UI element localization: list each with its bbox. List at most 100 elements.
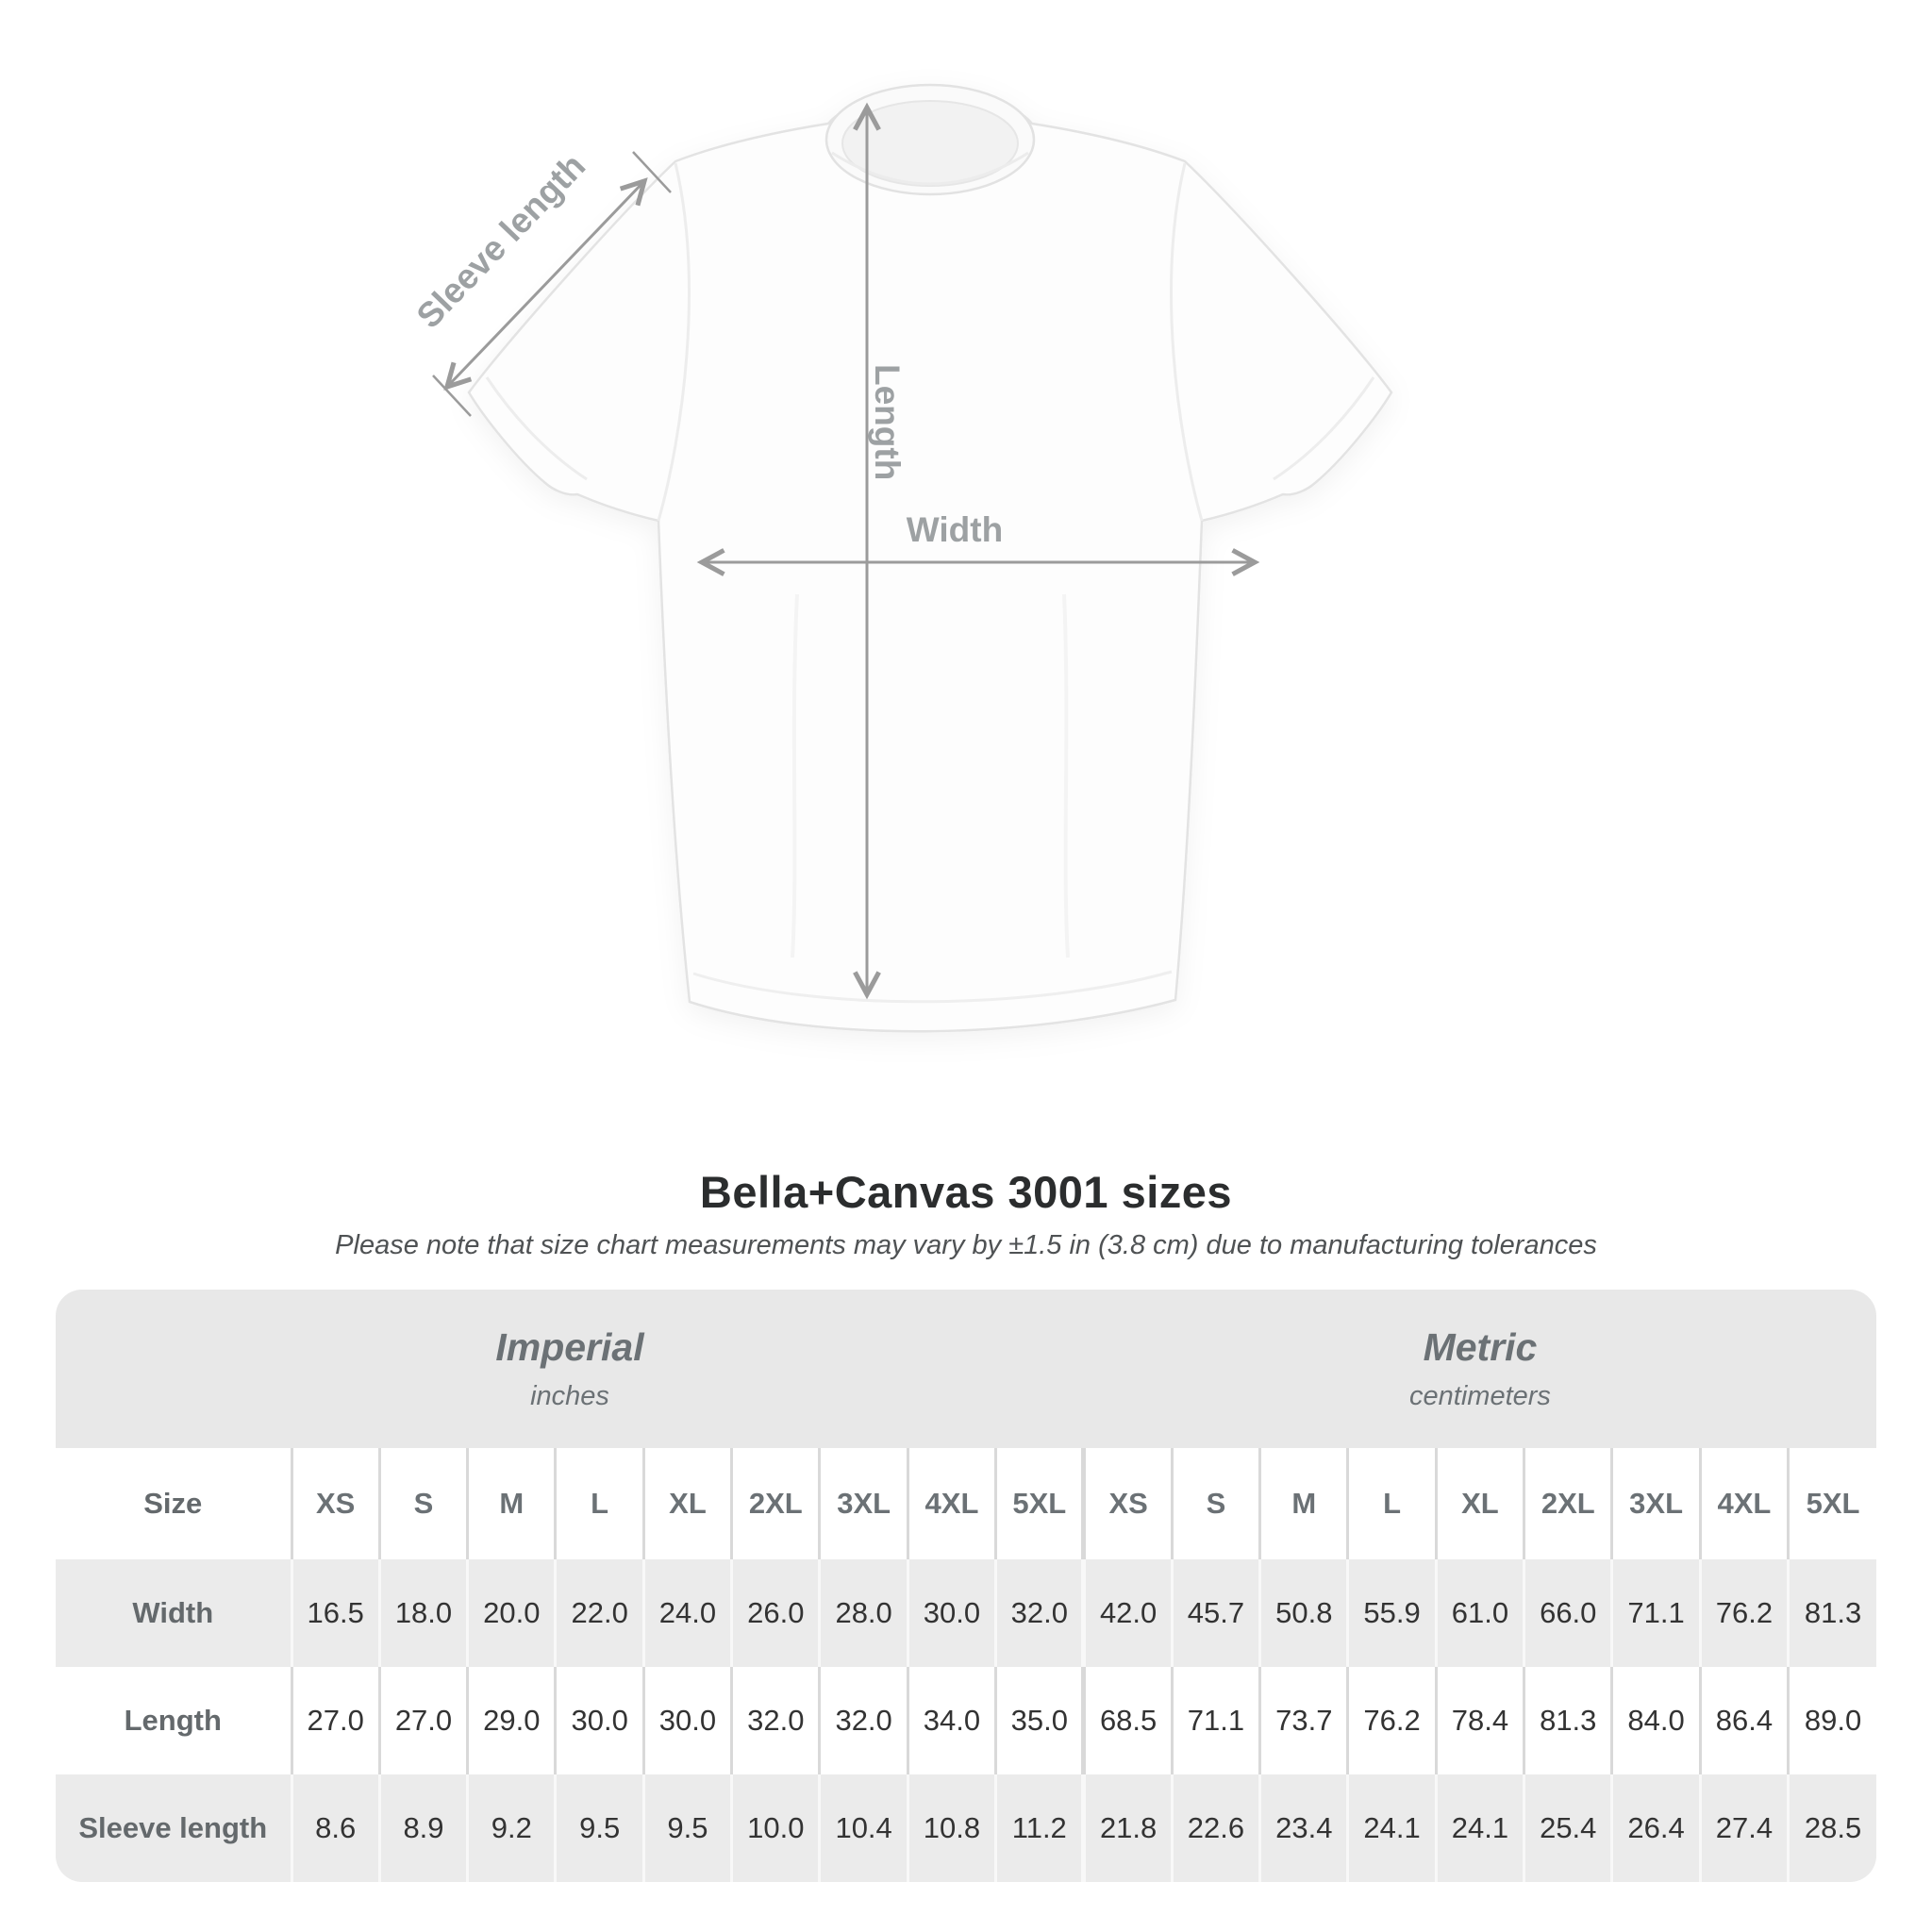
page-title: Bella+Canvas 3001 sizes xyxy=(699,1167,1233,1217)
table-cell: 24.1 xyxy=(1434,1774,1524,1882)
size-header-cell: L xyxy=(554,1447,644,1559)
size-header-cell: 4XL xyxy=(1698,1447,1789,1559)
fabric-fold-right xyxy=(1062,593,1070,958)
unit-band-row: Imperial inches Metric centimeters xyxy=(56,1289,1876,1448)
row-label: Width xyxy=(56,1558,291,1667)
table-row-width: Width 16.5 18.0 20.0 22.0 24.0 26.0 28.0… xyxy=(56,1558,1876,1667)
table-cell: 71.1 xyxy=(1170,1666,1260,1774)
row-label: Sleeve length xyxy=(56,1774,291,1882)
size-table: Imperial inches Metric centimeters Size … xyxy=(56,1289,1876,1882)
table-cell: 76.2 xyxy=(1346,1666,1437,1774)
size-header-cell: S xyxy=(377,1447,468,1559)
table-cell: 61.0 xyxy=(1434,1558,1524,1667)
size-header-cell: 4XL xyxy=(906,1447,996,1559)
t-shirt-illustration xyxy=(467,83,1393,1033)
table-cell: 18.0 xyxy=(377,1558,468,1667)
sleeve-arrow-tick-bottom xyxy=(432,375,472,417)
left-armhole-seam xyxy=(657,162,691,522)
table-cell: 27.0 xyxy=(290,1666,380,1774)
table-cell: 34.0 xyxy=(906,1666,996,1774)
row-label: Length xyxy=(56,1666,291,1774)
sleeve-arrow-tick-top xyxy=(632,151,672,193)
table-cell: 29.0 xyxy=(466,1666,556,1774)
table-cell: 78.4 xyxy=(1434,1666,1524,1774)
table-cell: 27.4 xyxy=(1698,1774,1789,1882)
table-cell: 8.6 xyxy=(290,1774,380,1882)
table-cell: 20.0 xyxy=(466,1558,556,1667)
table-cell: 30.0 xyxy=(554,1666,644,1774)
table-cell: 50.8 xyxy=(1258,1558,1348,1667)
table-cell: 71.1 xyxy=(1610,1558,1701,1667)
table-cell: 32.0 xyxy=(818,1666,908,1774)
size-header-cell: XL xyxy=(641,1447,732,1559)
table-cell: 11.2 xyxy=(994,1774,1084,1882)
table-cell: 8.9 xyxy=(377,1774,468,1882)
table-cell: 10.4 xyxy=(818,1774,908,1882)
size-col-header: Size xyxy=(56,1447,291,1559)
length-label: Length xyxy=(868,364,907,480)
size-header-cell: 5XL xyxy=(994,1447,1084,1559)
table-cell: 21.8 xyxy=(1081,1774,1173,1882)
table-cell: 84.0 xyxy=(1610,1666,1701,1774)
table-cell: 9.5 xyxy=(641,1774,732,1882)
size-header-cell: 3XL xyxy=(1610,1447,1701,1559)
table-cell: 42.0 xyxy=(1081,1558,1173,1667)
size-header-cell: 2XL xyxy=(1523,1447,1612,1559)
table-cell: 16.5 xyxy=(290,1558,380,1667)
tshirt-measurement-diagram: Sleeve length Length Width xyxy=(409,83,1393,1033)
right-cuff-seam xyxy=(1273,376,1375,481)
table-cell: 81.3 xyxy=(1523,1666,1612,1774)
imperial-unit: inches xyxy=(530,1380,609,1411)
table-cell: 68.5 xyxy=(1081,1666,1173,1774)
size-header-cell: XS xyxy=(290,1447,380,1559)
table-cell: 10.0 xyxy=(730,1774,820,1882)
size-header-cell: XL xyxy=(1434,1447,1524,1559)
table-cell: 32.0 xyxy=(730,1666,820,1774)
table-cell: 10.8 xyxy=(906,1774,996,1882)
right-armhole-seam xyxy=(1170,162,1204,522)
table-cell: 26.0 xyxy=(730,1558,820,1667)
table-cell: 89.0 xyxy=(1787,1666,1876,1774)
table-cell: 66.0 xyxy=(1523,1558,1612,1667)
metric-band: Metric centimeters xyxy=(1083,1289,1876,1448)
fabric-fold-left xyxy=(791,593,799,958)
imperial-band: Imperial inches xyxy=(56,1289,1084,1448)
size-header-cell: M xyxy=(466,1447,556,1559)
table-cell: 32.0 xyxy=(994,1558,1084,1667)
width-label: Width xyxy=(907,510,1003,549)
table-cell: 55.9 xyxy=(1346,1558,1437,1667)
table-cell: 24.0 xyxy=(641,1558,732,1667)
hem-seam xyxy=(692,970,1173,1004)
table-cell: 30.0 xyxy=(641,1666,732,1774)
table-cell: 76.2 xyxy=(1698,1558,1789,1667)
size-header-row: Size XS S M L XL 2XL 3XL 4XL 5XL XS S M … xyxy=(56,1447,1876,1559)
size-header-cell: 2XL xyxy=(730,1447,820,1559)
size-header-cell: M xyxy=(1258,1447,1348,1559)
table-cell: 9.5 xyxy=(554,1774,644,1882)
table-cell: 22.0 xyxy=(554,1558,644,1667)
table-cell: 35.0 xyxy=(994,1666,1084,1774)
imperial-label: Imperial xyxy=(495,1324,644,1369)
table-cell: 28.5 xyxy=(1787,1774,1876,1882)
table-cell: 26.4 xyxy=(1610,1774,1701,1882)
heading-block: Bella+Canvas 3001 sizes Please note that… xyxy=(0,1168,1932,1261)
table-cell: 81.3 xyxy=(1787,1558,1876,1667)
table-row-length: Length 27.0 27.0 29.0 30.0 30.0 32.0 32.… xyxy=(56,1666,1876,1774)
table-cell: 27.0 xyxy=(377,1666,468,1774)
size-header-cell: 5XL xyxy=(1787,1447,1876,1559)
size-header-cell: S xyxy=(1170,1447,1260,1559)
table-cell: 25.4 xyxy=(1523,1774,1612,1882)
table-cell: 9.2 xyxy=(466,1774,556,1882)
table-cell: 22.6 xyxy=(1170,1774,1260,1882)
table-cell: 28.0 xyxy=(818,1558,908,1667)
table-cell: 73.7 xyxy=(1258,1666,1348,1774)
metric-unit: centimeters xyxy=(1409,1380,1551,1411)
table-cell: 24.1 xyxy=(1346,1774,1437,1882)
size-header-cell: XS xyxy=(1081,1447,1173,1559)
page-subtitle: Please note that size chart measurements… xyxy=(335,1229,1597,1260)
size-header-cell: L xyxy=(1346,1447,1437,1559)
collar-opening xyxy=(841,100,1019,187)
table-cell: 23.4 xyxy=(1258,1774,1348,1882)
table-cell: 45.7 xyxy=(1170,1558,1260,1667)
size-header-cell: 3XL xyxy=(818,1447,908,1559)
